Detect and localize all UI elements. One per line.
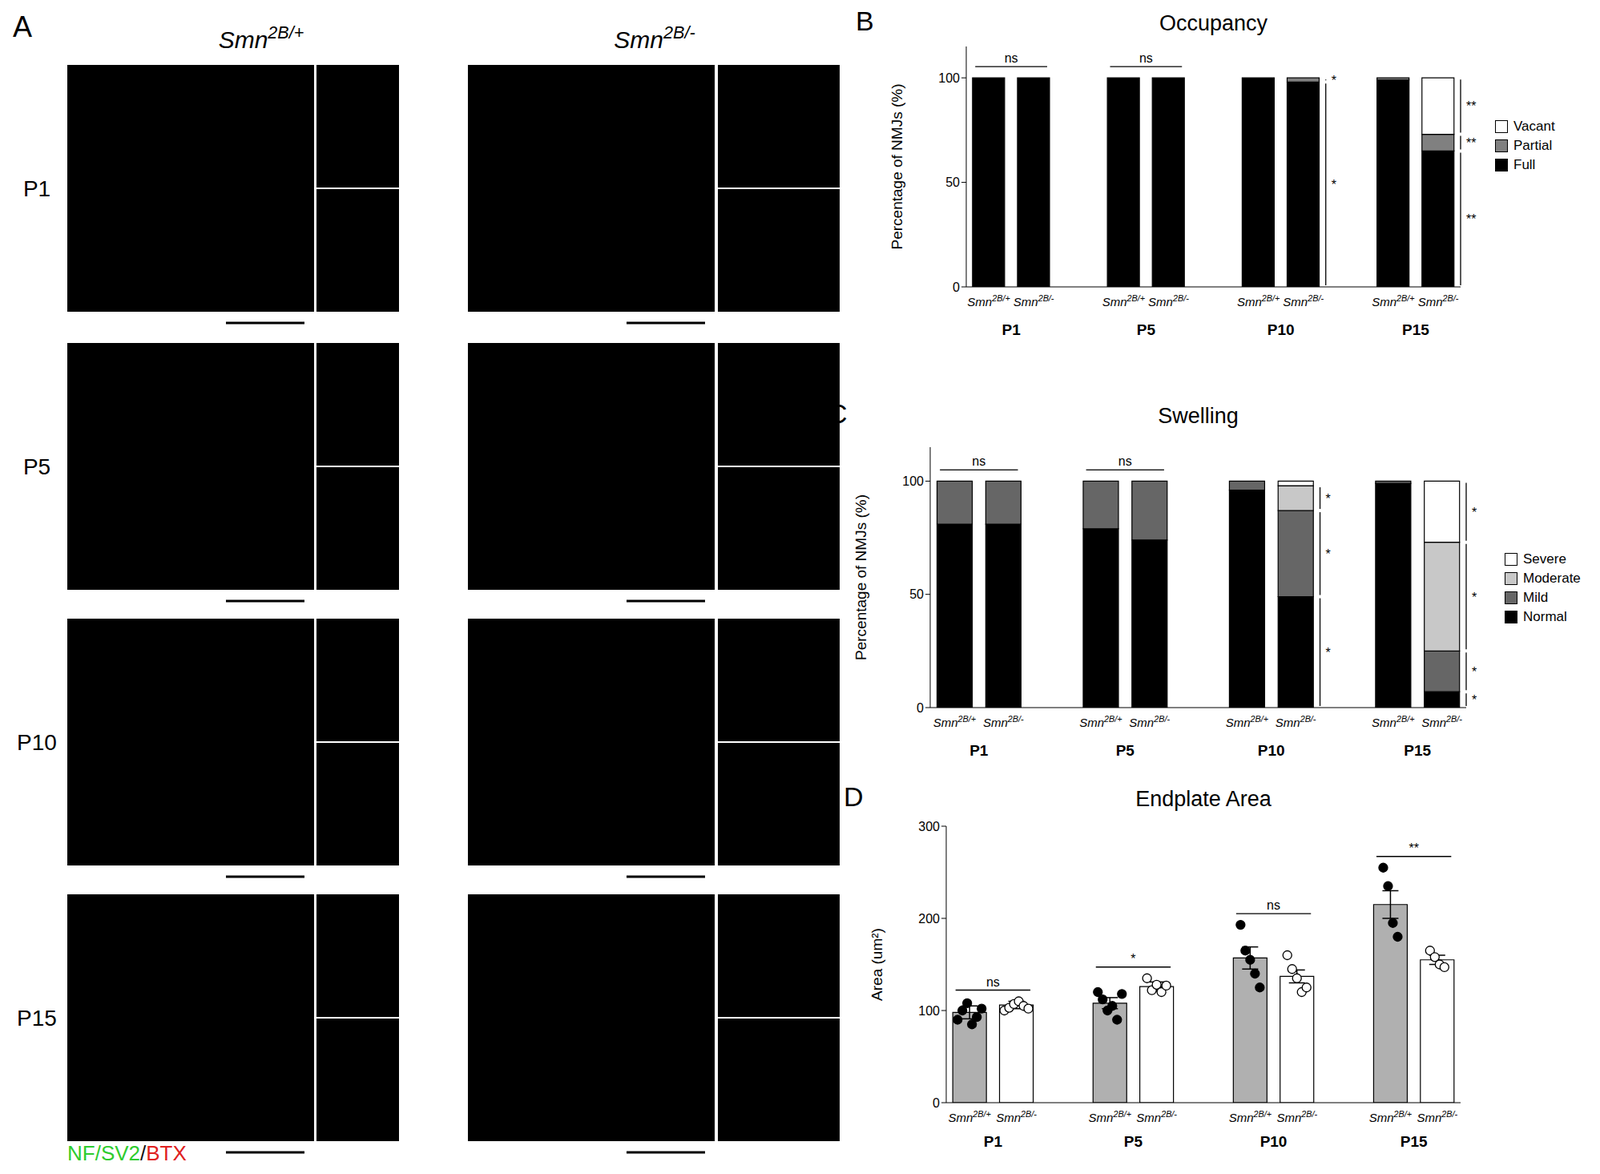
svg-text:Smn2B/-: Smn2B/-	[613, 22, 695, 53]
html-text:Severe: Severe	[1523, 551, 1567, 567]
svg-text:A: A	[12, 10, 33, 44]
svg-text:P5: P5	[1116, 741, 1136, 759]
svg-text:*: *	[1325, 645, 1331, 660]
svg-text:NF/SV2/BTX: NF/SV2/BTX	[67, 1140, 187, 1165]
svg-text:Endplate Area: Endplate Area	[1135, 786, 1273, 811]
html-text:Mild: Mild	[1523, 589, 1549, 605]
svg-text:50: 50	[945, 175, 960, 190]
svg-text:*: *	[1331, 73, 1337, 88]
svg-text:P15: P15	[16, 1005, 57, 1031]
svg-text:ns: ns	[1266, 898, 1281, 912]
svg-text:Smn2B/+: Smn2B/+	[1371, 293, 1415, 309]
svg-text:P5: P5	[1136, 321, 1157, 339]
svg-text:0: 0	[952, 280, 960, 295]
svg-text:Smn2B/-: Smn2B/-	[995, 1108, 1037, 1125]
svg-text:P5: P5	[23, 454, 51, 480]
svg-text:Area (um²): Area (um²)	[868, 927, 886, 1001]
html-text:Partial: Partial	[1513, 137, 1553, 154]
svg-text:ns: ns	[1004, 51, 1019, 65]
svg-text:0: 0	[932, 1096, 940, 1110]
svg-text:ns: ns	[986, 975, 1000, 989]
svg-text:*: *	[1325, 547, 1331, 561]
svg-text:ns: ns	[971, 454, 986, 468]
svg-text:Smn2B/-: Smn2B/-	[1282, 293, 1324, 309]
svg-text:Smn2B/+: Smn2B/+	[948, 1108, 992, 1125]
svg-text:Smn2B/-: Smn2B/-	[1418, 293, 1459, 309]
svg-text:P1: P1	[969, 741, 989, 759]
svg-text:**: **	[1408, 841, 1419, 855]
svg-text:Smn2B/+: Smn2B/+	[1225, 713, 1269, 730]
svg-text:Smn2B/-: Smn2B/-	[1275, 713, 1317, 730]
svg-text:C: C	[827, 398, 848, 429]
svg-text:P10: P10	[16, 729, 57, 755]
svg-text:*: *	[1471, 664, 1477, 679]
svg-text:Smn2B/+: Smn2B/+	[1102, 293, 1145, 309]
svg-text:Smn2B/-: Smn2B/-	[983, 713, 1024, 730]
svg-text:100: 100	[938, 71, 960, 85]
svg-text:300: 300	[918, 819, 940, 834]
svg-text:Smn2B/+: Smn2B/+	[933, 713, 976, 730]
html-text:Vacant: Vacant	[1513, 118, 1555, 134]
html-text:Full: Full	[1513, 157, 1536, 173]
svg-text:Smn2B/+: Smn2B/+	[1079, 713, 1122, 730]
svg-text:P10: P10	[1267, 321, 1295, 339]
html-text:Moderate: Moderate	[1523, 570, 1581, 586]
svg-text:P15: P15	[1403, 741, 1431, 759]
svg-text:Smn2B/-: Smn2B/-	[1416, 1108, 1458, 1125]
svg-text:Smn2B/-: Smn2B/-	[1128, 713, 1170, 730]
svg-text:*: *	[1471, 693, 1477, 707]
svg-text:100: 100	[902, 474, 924, 488]
svg-text:200: 200	[918, 911, 940, 926]
svg-text:P1: P1	[983, 1132, 1004, 1150]
svg-text:P5: P5	[1124, 1132, 1144, 1150]
svg-text:Smn2B/-: Smn2B/-	[1276, 1108, 1318, 1125]
svg-text:P15: P15	[1400, 1132, 1428, 1150]
svg-text:P1: P1	[1001, 321, 1021, 339]
svg-text:**: **	[1466, 212, 1476, 226]
svg-text:*: *	[1331, 177, 1337, 192]
svg-text:Swelling: Swelling	[1157, 403, 1239, 428]
svg-text:*: *	[1471, 590, 1477, 605]
svg-text:Smn2B/+: Smn2B/+	[1229, 1108, 1272, 1125]
svg-text:D: D	[843, 781, 864, 812]
svg-text:Smn2B/+: Smn2B/+	[1371, 713, 1415, 730]
svg-text:Smn2B/+: Smn2B/+	[967, 293, 1010, 309]
svg-text:100: 100	[918, 1003, 940, 1018]
svg-text:Smn2B/-: Smn2B/-	[1148, 293, 1189, 309]
svg-text:P10: P10	[1257, 741, 1286, 759]
svg-text:Percentage of NMJs (%): Percentage of NMJs (%)	[888, 84, 906, 250]
svg-text:Smn2B/+: Smn2B/+	[1369, 1108, 1412, 1125]
svg-text:Smn2B/+: Smn2B/+	[1088, 1108, 1132, 1125]
svg-text:B: B	[855, 6, 875, 37]
svg-text:Smn2B/+: Smn2B/+	[218, 22, 305, 53]
svg-text:P10: P10	[1260, 1132, 1288, 1150]
svg-text:P15: P15	[1402, 321, 1430, 339]
html-text:Normal: Normal	[1523, 608, 1567, 625]
svg-text:Smn2B/-: Smn2B/-	[1421, 713, 1463, 730]
svg-text:**: **	[1466, 136, 1476, 150]
svg-text:**: **	[1466, 99, 1476, 113]
svg-text:*: *	[1471, 505, 1477, 520]
svg-text:ns: ns	[1139, 51, 1153, 65]
svg-text:*: *	[1325, 491, 1331, 506]
svg-text:ns: ns	[1118, 454, 1133, 468]
svg-text:P1: P1	[23, 176, 51, 202]
svg-text:Occupancy: Occupancy	[1159, 11, 1269, 36]
svg-text:Percentage of NMJs (%): Percentage of NMJs (%)	[852, 494, 870, 661]
svg-text:Smn2B/-: Smn2B/-	[1136, 1108, 1177, 1125]
svg-text:Smn2B/-: Smn2B/-	[1013, 293, 1055, 309]
svg-text:Smn2B/+: Smn2B/+	[1237, 293, 1280, 309]
svg-text:*: *	[1130, 951, 1136, 966]
svg-text:50: 50	[909, 587, 924, 601]
svg-text:0: 0	[916, 701, 924, 715]
